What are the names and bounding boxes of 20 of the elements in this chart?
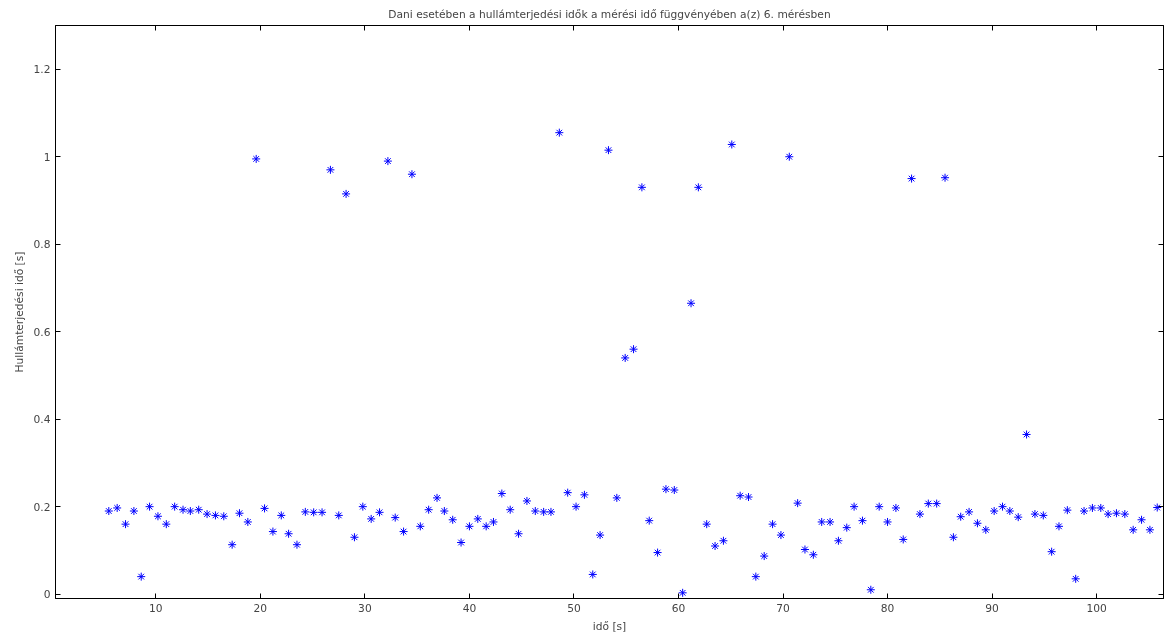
x-tick-label: 70	[776, 601, 791, 615]
y-tick-label: 0	[43, 588, 51, 602]
x-tick-label: 50	[567, 601, 581, 615]
x-tick-label: 40	[462, 601, 477, 615]
x-axis-title: idő [s]	[592, 619, 627, 633]
y-tick-label: 1.2	[33, 63, 51, 77]
y-tick-label: 1	[43, 150, 51, 164]
y-tick-label: 0.6	[33, 325, 51, 339]
y-tick-label: 0.2	[33, 500, 51, 514]
x-tick-label: 80	[880, 601, 895, 615]
x-tick-label: 100	[1086, 601, 1107, 615]
x-tick-label: 30	[358, 601, 372, 615]
chart-title: Dani esetében a hullámterjedési idők a mérési idő függvényében a(z) 6. mérésben	[388, 7, 831, 21]
y-axis-title: Hullámterjedési idő [s]	[12, 251, 26, 373]
x-tick-label: 90	[985, 601, 1000, 615]
x-tick-label: 20	[253, 601, 268, 615]
y-tick-label: 0.4	[33, 413, 51, 427]
y-tick-label: 0.8	[33, 238, 51, 252]
x-tick-label: 60	[671, 601, 686, 615]
x-tick-label: 10	[149, 601, 163, 615]
